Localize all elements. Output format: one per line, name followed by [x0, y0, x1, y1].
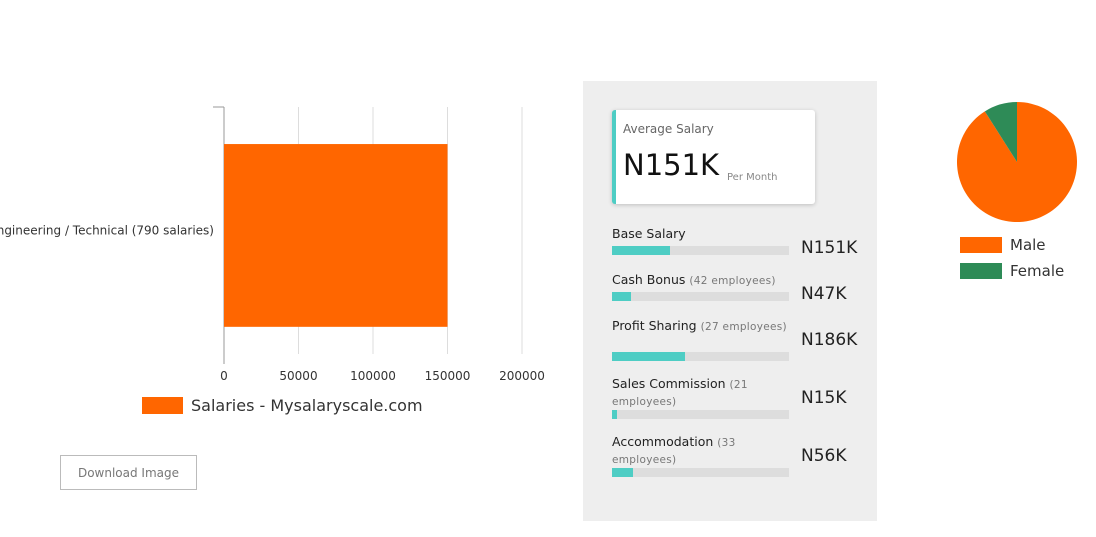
pie-legend: Male Female [960, 232, 1064, 284]
pie-legend-label: Male [1010, 236, 1046, 254]
comp-bar-fill [612, 410, 618, 419]
pie-legend-item-male: Male [960, 232, 1064, 258]
comp-label: Profit Sharing [612, 318, 697, 333]
comp-row-cash-bonus: Cash Bonus (42 employees) N47K [612, 272, 872, 304]
comp-bar [612, 410, 789, 419]
comp-bar-fill [612, 352, 685, 361]
comp-value: N15K [801, 388, 847, 408]
comp-bar-fill [612, 246, 671, 255]
gender-pie-chart [957, 102, 1077, 222]
comp-note: (21 employees) [612, 379, 748, 408]
comp-label: Sales Commission [612, 376, 726, 391]
comp-value: N56K [801, 446, 847, 466]
comp-label: Accommodation [612, 434, 714, 449]
comp-row-sales-commission: Sales Commission (21 employees) N15K [612, 376, 872, 419]
pie-legend-item-female: Female [960, 258, 1064, 284]
average-salary-value: N151K [623, 148, 720, 182]
comp-bar [612, 468, 789, 477]
comp-value: N186K [801, 330, 858, 350]
comp-row-profit-sharing: Profit Sharing (27 employees) N186K [612, 318, 872, 361]
pie-legend-swatch [960, 263, 1002, 279]
comp-note: (42 employees) [689, 275, 776, 287]
x-tick-label: 100000 [350, 369, 396, 383]
comp-bar [612, 352, 789, 361]
salary-bar-chart: Engineering / Technical (790 salaries) 0 5… [0, 106, 545, 383]
legend-label: Salaries - Mysalaryscale.com [191, 396, 423, 415]
pie-legend-swatch [960, 237, 1002, 253]
legend-swatch [142, 397, 183, 414]
salary-panel: Average Salary N151K Per Month Base Sala… [583, 81, 877, 521]
comp-value: N47K [801, 284, 847, 304]
x-tick-label: 0 [220, 369, 228, 383]
comp-row-base-salary: Base Salary N151K [612, 226, 872, 258]
comp-bar [612, 246, 789, 255]
comp-row-accommodation: Accommodation (33 employees) N56K [612, 434, 872, 477]
x-tick-label: 50000 [279, 369, 317, 383]
bar-legend: Salaries - Mysalaryscale.com [142, 396, 423, 415]
category-label: Engineering / Technical (790 salaries) [0, 224, 214, 238]
comp-bar-fill [612, 292, 632, 301]
average-salary-card: Average Salary N151K Per Month [612, 110, 815, 204]
comp-label: Cash Bonus [612, 272, 686, 287]
comp-value: N151K [801, 238, 858, 258]
comp-note: (27 employees) [700, 321, 787, 333]
download-image-button[interactable]: Download Image [60, 455, 197, 490]
pie-slice-female [984, 102, 1017, 162]
x-tick-label: 200000 [499, 369, 545, 383]
average-salary-title: Average Salary [623, 122, 714, 136]
comp-bar-fill [612, 468, 634, 477]
x-tick-label: 150000 [425, 369, 471, 383]
comp-note: (33 employees) [612, 437, 736, 466]
average-salary-unit: Per Month [727, 172, 778, 183]
comp-label: Base Salary [612, 226, 686, 241]
pie-legend-label: Female [1010, 262, 1065, 280]
bar [224, 144, 448, 327]
comp-bar [612, 292, 789, 301]
